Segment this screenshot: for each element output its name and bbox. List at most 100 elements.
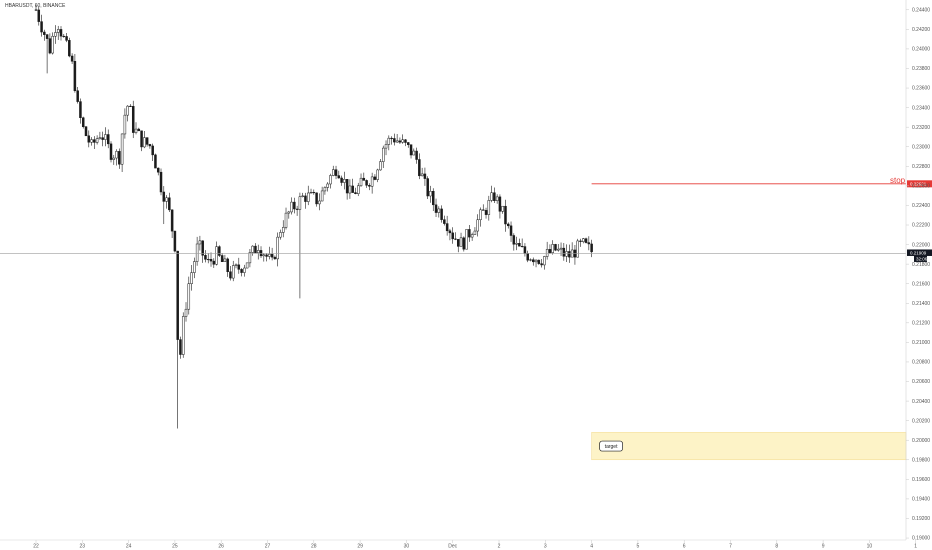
candle-body (243, 267, 246, 273)
candle-body (409, 144, 413, 156)
candle-body (137, 128, 141, 132)
x-tick-label: 27 (265, 544, 271, 550)
candle-body (401, 139, 404, 143)
candle-body (159, 171, 163, 193)
candle-body (256, 250, 260, 254)
candle-body (145, 137, 149, 145)
candle-body (284, 212, 288, 228)
candle-body (90, 139, 93, 143)
candle-body (323, 187, 327, 192)
candle-body (429, 191, 432, 197)
candle-body (276, 236, 279, 260)
candle-body (529, 259, 532, 261)
y-tick-label: 0.20400 (912, 399, 930, 405)
time-axis[interactable]: 22 23 24 25 26 27 28 29 30 Dec 2 3 4 5 6 7 8 9 10 1 (33, 540, 917, 550)
candle-body (162, 191, 166, 202)
candle-body (54, 32, 57, 37)
x-tick-label: 23 (80, 544, 86, 550)
candle-body (40, 21, 43, 33)
candle-body (48, 38, 52, 54)
candle-body (337, 175, 341, 179)
candle-body (123, 114, 127, 135)
x-tick-label: 22 (33, 544, 39, 550)
candle-body (187, 283, 191, 310)
candle-body (448, 230, 452, 234)
candle-body (545, 249, 549, 257)
candle-body (148, 144, 152, 147)
candle-body (468, 229, 471, 238)
candle-body (120, 133, 124, 165)
candle-body (559, 247, 563, 250)
candle-body (318, 200, 321, 205)
y-tick-label: 0.21000 (912, 340, 930, 346)
candle-body (156, 167, 160, 173)
candle-body (181, 316, 185, 355)
y-tick-label: 0.21600 (912, 281, 930, 287)
target-zone[interactable] (591, 432, 907, 461)
y-tick-label: 0.22800 (912, 164, 930, 170)
x-tick-label: 30 (404, 544, 410, 550)
candle-body (179, 339, 182, 355)
x-tick-label: Dec (448, 544, 457, 550)
candle-body (587, 242, 591, 245)
y-tick-label: 0.19800 (912, 457, 930, 463)
candle-body (140, 130, 143, 148)
candle-body (437, 208, 441, 213)
candle-body (76, 90, 79, 102)
x-tick-label: 5 (637, 544, 640, 550)
candle-body (237, 264, 241, 270)
candle-body (134, 128, 138, 133)
candle-body (370, 176, 374, 187)
y-tick-label: 0.23600 (912, 86, 930, 92)
candle-body (554, 244, 557, 251)
candle-body (473, 230, 477, 235)
candle-body (498, 196, 502, 212)
candle-body (173, 230, 177, 252)
candle-body (540, 263, 543, 266)
candle-body (568, 251, 571, 258)
candle-body (504, 205, 507, 225)
candle-body (79, 101, 82, 118)
candle-body (543, 256, 546, 266)
candle-body (518, 243, 521, 247)
candle-body (379, 161, 382, 171)
candle-body (209, 258, 213, 262)
y-tick-label: 0.22600 (912, 184, 930, 190)
candle-body (548, 249, 552, 253)
candle-body (426, 178, 429, 197)
candle-body (509, 225, 513, 236)
candle-body (395, 140, 399, 143)
stop-label: stop (890, 176, 906, 185)
y-tick-label: 0.22200 (912, 223, 930, 229)
candle-body (354, 192, 357, 194)
countdown-label: 32:06 (916, 256, 928, 261)
candle-body (234, 264, 238, 266)
candle-body (220, 255, 224, 262)
target-label: target (605, 444, 618, 450)
candle-body (259, 250, 263, 257)
candle-body (254, 245, 257, 254)
x-tick-label: 9 (822, 544, 825, 550)
y-tick-label: 0.20000 (912, 438, 930, 444)
candle-body (476, 219, 479, 232)
candle-body (306, 192, 310, 202)
y-tick-label: 0.19400 (912, 497, 930, 503)
y-tick-label: 0.22000 (912, 242, 930, 248)
candle-body (551, 244, 554, 253)
candle-body (165, 197, 168, 202)
candle-body (565, 251, 568, 257)
candle-body (240, 269, 243, 273)
candle-body (487, 200, 491, 215)
candle-body (362, 177, 366, 181)
candle-body (184, 308, 188, 317)
candle-body (584, 238, 588, 243)
candle-body (37, 9, 41, 22)
x-tick-label: 3 (544, 544, 547, 550)
y-tick-label: 0.19200 (912, 516, 930, 522)
candle-body (45, 34, 49, 39)
price-axis[interactable]: 0.24400 0.24200 0.24000 0.23800 0.23600 0.234… (906, 7, 930, 542)
y-tick-label: 0.20800 (912, 360, 930, 366)
candle-body (273, 256, 277, 260)
